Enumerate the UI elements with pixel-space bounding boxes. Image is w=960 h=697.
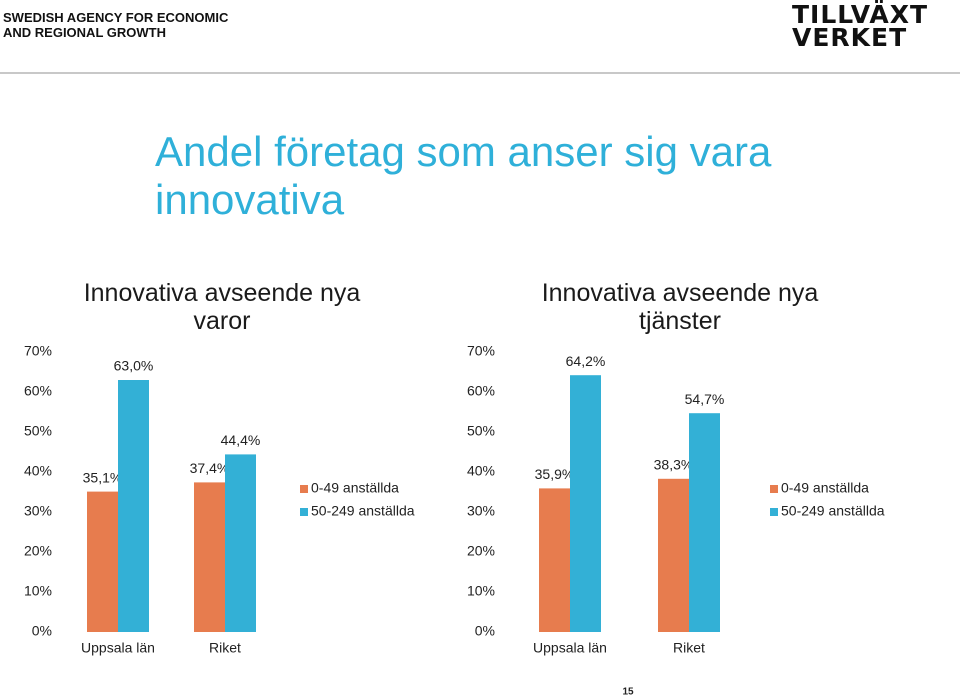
bar [570,375,601,632]
y-tick-label: 20% [24,543,52,559]
legend-label: 50-249 anställda [311,503,415,519]
y-tick-label: 30% [467,503,495,519]
y-tick-label: 10% [24,583,52,599]
bar [225,454,256,632]
legend-label: 0-49 anställda [311,480,399,496]
y-tick-label: 70% [24,343,52,359]
x-tick-label: Uppsala län [533,640,607,656]
x-tick-label: Riket [673,640,705,656]
legend-label: 50-249 anställda [781,503,885,519]
y-tick-label: 40% [467,463,495,479]
value-label: 37,4% [190,460,230,476]
y-tick-label: 0% [475,623,495,639]
page-number: 15 [622,687,634,697]
bar [658,478,689,632]
chart-title: Innovativa avseende nya varor [83,279,361,335]
legend-swatch [770,485,778,493]
legend-swatch [300,508,308,516]
y-tick-label: 30% [24,503,52,519]
legend-swatch [770,508,778,516]
value-label: 35,9% [535,466,575,482]
y-tick-label: 60% [24,383,52,399]
agency-line: SWEDISH AGENCY FOR ECONOMIC [3,10,229,25]
bar [87,491,118,632]
legend-swatch [300,485,308,493]
value-label: 63,0% [114,358,154,374]
y-tick-label: 40% [24,463,52,479]
logo: TILLVÄXT VERKET [792,0,929,52]
x-tick-label: Uppsala län [81,640,155,656]
value-label: 38,3% [654,457,694,473]
y-tick-label: 20% [467,543,495,559]
logo-line: TILLVÄXT [792,0,929,29]
value-label: 35,1% [83,469,123,485]
y-tick-label: 50% [24,423,52,439]
chart-title: Innovativa avseende nya tjänster [541,279,819,335]
logo-line: VERKET [792,23,908,52]
value-label: 44,4% [221,432,261,448]
bar [194,482,225,632]
y-tick-label: 50% [467,423,495,439]
bar [689,413,720,632]
bar [539,488,570,632]
agency-line: AND REGIONAL GROWTH [3,25,166,40]
value-label: 54,7% [685,391,725,407]
y-tick-label: 60% [467,383,495,399]
bar [118,380,149,632]
x-tick-label: Riket [209,640,241,656]
y-tick-label: 10% [467,583,495,599]
legend-label: 0-49 anställda [781,480,869,496]
y-tick-label: 70% [467,343,495,359]
y-tick-label: 0% [32,623,52,639]
slide-title: Andel företag som anser sig vara innovat… [155,128,772,223]
value-label: 64,2% [566,353,606,369]
agency-name: SWEDISH AGENCY FOR ECONOMIC AND REGIONAL… [3,10,228,40]
